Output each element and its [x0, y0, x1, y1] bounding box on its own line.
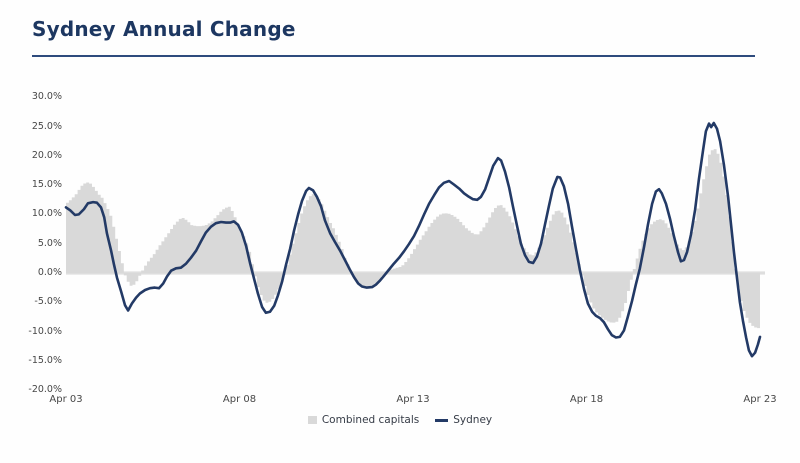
y-axis-label: -5.0% — [34, 296, 62, 308]
y-axis-label: 20.0% — [31, 149, 62, 161]
y-axis-label: -20.0% — [28, 384, 62, 396]
legend: Combined capitals Sydney — [0, 414, 800, 426]
y-axis-label: 5.0% — [37, 237, 62, 249]
y-axis-label: 30.0% — [31, 91, 62, 103]
y-axis-label: 25.0% — [31, 120, 62, 132]
y-axis-label: 15.0% — [31, 179, 62, 191]
x-axis-label: Apr 08 — [222, 394, 257, 405]
x-axis-label: Apr 18 — [569, 394, 604, 405]
x-axis-label: Apr 03 — [49, 394, 83, 405]
legend-item-sydney: Sydney — [435, 414, 492, 426]
combined-capitals-swatch-icon — [307, 416, 317, 424]
combined-capitals-area — [66, 149, 760, 329]
legend-label-combined-capitals: Combined capitals — [321, 414, 420, 426]
sydney-swatch-icon — [435, 418, 449, 422]
y-axis-label: 10.0% — [31, 208, 62, 220]
x-axis-label: Apr 23 — [743, 394, 777, 405]
legend-label-sydney: Sydney — [453, 414, 493, 426]
x-axis-label: Apr 13 — [396, 394, 430, 405]
page-title: Sydney Annual Change — [32, 17, 296, 41]
y-axis-label: 0.0% — [37, 267, 62, 278]
y-axis-label: -15.0% — [28, 354, 62, 366]
title-divider — [32, 55, 755, 57]
y-axis-label: -10.0% — [28, 325, 62, 337]
sydney-line — [64, 121, 762, 358]
legend-item-combined-capitals: Combined capitals — [307, 414, 420, 426]
